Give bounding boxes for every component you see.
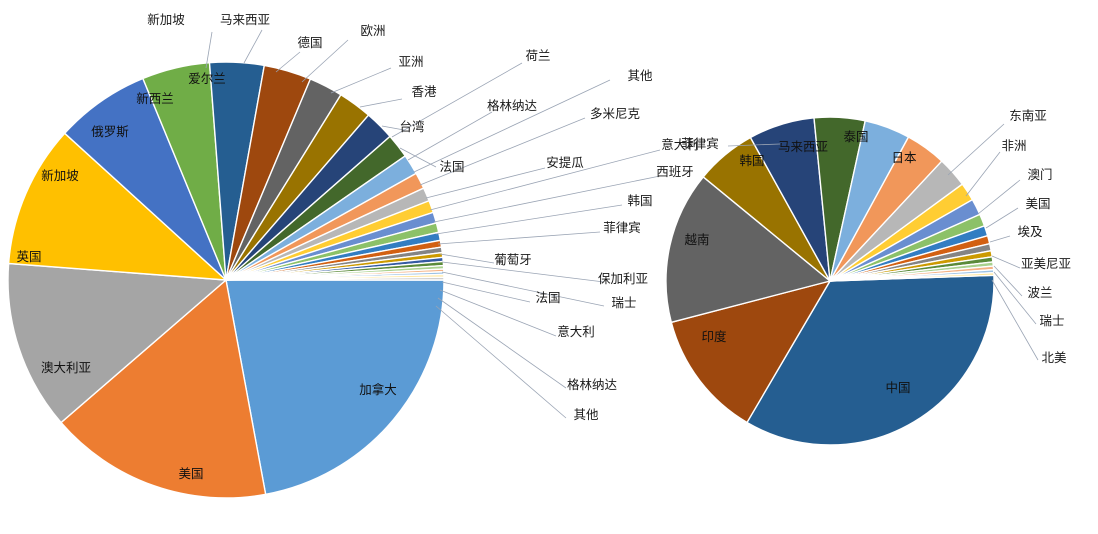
pie-right xyxy=(665,116,995,446)
slice-label-12: 亚洲 xyxy=(398,54,423,69)
slice-label-17: 格林纳达 xyxy=(487,98,538,113)
slice-label-48: 菲律宾 xyxy=(681,136,719,151)
leader-line-30 xyxy=(437,297,567,389)
slice-label-2: 澳大利亚 xyxy=(41,360,91,375)
slice-label-6: 新西兰 xyxy=(136,91,174,106)
slice-label-41: 澳门 xyxy=(1027,167,1052,182)
slice-label-20: 安提瓜 xyxy=(546,155,584,170)
slice-label-43: 埃及 xyxy=(1017,224,1043,239)
leader-line-13 xyxy=(359,98,403,108)
slice-label-31: 其他 xyxy=(573,407,599,422)
slice-label-28: 法国 xyxy=(535,290,560,305)
slice-label-11: 欧洲 xyxy=(360,23,385,38)
pie1-slice-1 xyxy=(670,279,832,424)
leader-line-25 xyxy=(439,253,495,264)
slice-label-47: 北美 xyxy=(1041,350,1066,365)
leader-line-46 xyxy=(993,271,1037,325)
leader-line-28 xyxy=(441,281,531,303)
leader-line-8 xyxy=(205,31,213,69)
slice-label-25: 葡萄牙 xyxy=(494,252,532,267)
pie0-slice-1 xyxy=(60,278,267,499)
slice-label-30: 格林纳达 xyxy=(567,377,618,392)
pie0-slice-2 xyxy=(7,262,228,424)
leader-line-47 xyxy=(991,279,1039,361)
slice-label-29: 意大利 xyxy=(557,324,595,339)
leader-line-14 xyxy=(381,125,405,131)
leader-line-20 xyxy=(425,167,546,199)
leader-line-43 xyxy=(989,235,1011,243)
slice-label-27: 瑞士 xyxy=(611,295,636,310)
slice-label-34: 越南 xyxy=(684,232,709,247)
pie0-slice-0 xyxy=(225,279,445,496)
leader-line-40 xyxy=(965,151,1001,197)
slice-label-5: 俄罗斯 xyxy=(91,124,129,139)
slice-label-37: 泰国 xyxy=(843,129,868,144)
pie0-slice-3 xyxy=(7,132,228,281)
pie1-slice-20 xyxy=(829,271,995,282)
slice-label-22: 西班牙 xyxy=(656,164,694,179)
slice-label-18: 其他 xyxy=(627,68,653,83)
slice-label-21: 意大利 xyxy=(661,137,699,152)
leader-line-22 xyxy=(433,175,661,223)
leader-line-45 xyxy=(993,265,1023,297)
leader-line-39 xyxy=(947,123,1005,176)
slice-label-10: 德国 xyxy=(297,35,322,50)
pie0-slice-28 xyxy=(225,276,445,281)
slice-label-32: 中国 xyxy=(885,380,910,395)
leader-lines xyxy=(205,29,1039,419)
pie1-slice-2 xyxy=(665,175,832,324)
slice-label-39: 东南亚 xyxy=(1009,108,1047,123)
slice-label-4: 新加坡 xyxy=(41,168,79,183)
slice-label-8: 新加坡 xyxy=(147,12,185,27)
slice-label-7: 爱尔兰 xyxy=(188,71,226,86)
slice-label-46: 瑞士 xyxy=(1039,313,1064,328)
slice-label-3: 英国 xyxy=(16,249,41,264)
leader-line-23 xyxy=(435,204,623,235)
slice-label-0: 加拿大 xyxy=(359,382,397,397)
leader-line-31 xyxy=(435,305,567,419)
slice-label-23: 韩国 xyxy=(627,193,652,208)
slice-label-19: 多米尼克 xyxy=(590,106,640,121)
slice-label-14: 台湾 xyxy=(399,119,424,134)
leader-line-18 xyxy=(413,79,611,173)
leader-line-44 xyxy=(991,255,1021,269)
slice-label-26: 保加利亚 xyxy=(598,271,648,286)
leader-line-17 xyxy=(407,111,493,161)
leader-line-16 xyxy=(391,62,523,138)
leader-line-10 xyxy=(275,51,301,73)
slice-label-24: 菲律宾 xyxy=(603,220,641,235)
slice-label-35: 韩国 xyxy=(739,153,764,168)
leader-line-15 xyxy=(399,147,437,168)
slice-label-44: 亚美尼亚 xyxy=(1021,256,1071,271)
slice-label-36: 马来西亚 xyxy=(778,139,828,154)
slice-label-40: 非洲 xyxy=(1001,138,1026,153)
pie-left xyxy=(7,61,445,499)
slice-label-16: 荷兰 xyxy=(525,48,550,63)
slice-label-13: 香港 xyxy=(411,84,437,99)
slice-label-15: 法国 xyxy=(439,159,464,174)
slice-label-45: 波兰 xyxy=(1027,285,1052,300)
leader-line-24 xyxy=(437,231,601,245)
leader-line-48 xyxy=(727,143,781,147)
leader-line-41 xyxy=(977,179,1021,215)
leader-line-29 xyxy=(439,289,557,337)
slice-label-33: 印度 xyxy=(701,329,727,344)
leader-line-21 xyxy=(429,149,661,211)
slice-label-9: 马来西亚 xyxy=(220,12,270,27)
slice-label-42: 美国 xyxy=(1025,196,1050,211)
slice-label-38: 日本 xyxy=(891,150,917,165)
leader-line-9 xyxy=(243,29,263,64)
leader-line-42 xyxy=(985,207,1019,229)
slice-label-1: 美国 xyxy=(178,466,203,481)
leader-line-12 xyxy=(330,67,392,94)
leader-line-26 xyxy=(441,261,605,283)
leader-line-11 xyxy=(301,39,349,83)
leader-line-19 xyxy=(419,117,586,186)
leader-line-27 xyxy=(441,271,605,307)
